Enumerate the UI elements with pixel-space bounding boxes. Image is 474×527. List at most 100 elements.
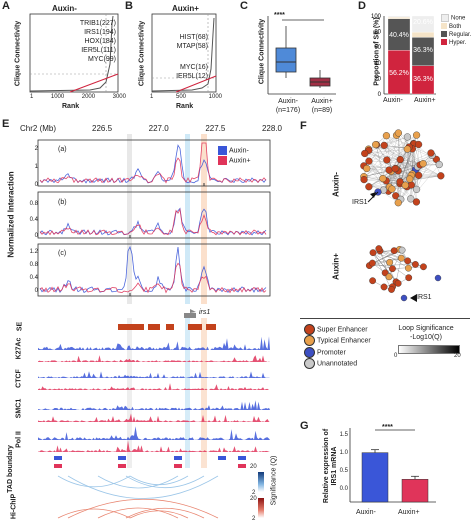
- network-node: [381, 284, 387, 290]
- se-block: [148, 324, 160, 330]
- network-node: [389, 265, 395, 271]
- panel-b-letter: B: [125, 0, 133, 12]
- signal-track: [38, 355, 270, 362]
- ytick: 0.4: [22, 272, 38, 285]
- swatch-regular-icon: [441, 31, 447, 37]
- irs1-node-label-b: IRS1: [416, 294, 432, 301]
- loop-significance: Loop Significance -Log10(Q): [386, 324, 466, 342]
- network-node: [406, 176, 413, 183]
- network-node: [386, 259, 392, 265]
- network-node: [415, 141, 422, 148]
- legend-regular: Regular.: [441, 31, 471, 39]
- se-block: [188, 324, 202, 330]
- panel-a-xlabel: Rank: [62, 103, 79, 110]
- network-node: [413, 199, 420, 206]
- network-node: [372, 141, 379, 148]
- panel-f-legend-divider: [300, 318, 470, 319]
- network-node: [395, 280, 401, 286]
- signal-track: [38, 440, 270, 452]
- network-node: [413, 186, 420, 193]
- xlabel: Auxin+: [304, 97, 340, 106]
- coord: 228.0: [262, 124, 282, 133]
- se-block: [118, 324, 144, 330]
- panel-e-ylabel: Normalized Interaction: [7, 160, 16, 270]
- network-node: [361, 176, 368, 183]
- panel-c-x2: Auxin+ (n=89): [304, 97, 340, 115]
- panel-c-letter: C: [240, 0, 248, 12]
- legend-none: None: [441, 14, 471, 23]
- legend-label: Hyper.: [449, 40, 466, 46]
- node-unannotated-icon: [304, 358, 315, 369]
- ytick: 1.0: [336, 444, 348, 462]
- profile-line-plus: [40, 263, 266, 292]
- panel-e-tracks: [38, 318, 270, 518]
- node-promoter-icon: [304, 347, 315, 358]
- loop-title: Loop Significance: [386, 324, 466, 333]
- network-node: [406, 274, 412, 280]
- tad-boundary: [54, 456, 62, 460]
- legend-label: Auxin+: [229, 158, 251, 165]
- panel-b-plot: [152, 14, 218, 94]
- network-node-promoter: [435, 275, 441, 281]
- hichip-arc-auxin-minus: [126, 476, 204, 488]
- network-node: [386, 274, 392, 280]
- network-node: [428, 150, 435, 157]
- loop-colorbar: [398, 345, 460, 354]
- panel-d-x2: Auxin+: [414, 97, 436, 104]
- network-node: [413, 132, 420, 139]
- xlabel: Auxin-: [270, 97, 306, 106]
- loop-tick-max: 20: [454, 353, 461, 359]
- network-node: [412, 261, 418, 267]
- profile-line-minus: [40, 208, 266, 235]
- network-node: [405, 265, 411, 271]
- panel-c-x1: Auxin- (n=176): [270, 97, 306, 115]
- xtick: 1000: [51, 94, 64, 100]
- tad-boundary: [238, 456, 246, 460]
- gene-label: MYC(99): [38, 55, 116, 64]
- ytick: 0.4: [22, 212, 38, 228]
- swatch-hyper-icon: [441, 39, 447, 45]
- panel-b-title: Auxin+: [172, 4, 199, 13]
- ytick: 80: [374, 30, 381, 36]
- signal-track: [38, 400, 270, 410]
- panel-b-ylabel: Clique Connectivity: [139, 14, 146, 94]
- network-node: [402, 182, 409, 189]
- network-node: [379, 175, 386, 182]
- legend-label: Promoter: [317, 349, 346, 356]
- legend-label: Both: [449, 24, 461, 30]
- sig-tick: 20: [250, 496, 257, 502]
- tad-boundary: [118, 464, 126, 468]
- legend-unannotated: Unannotated: [304, 358, 371, 369]
- panel-a-xticks: 1 1000 2000 3000: [30, 94, 126, 100]
- sub-a: (a): [58, 146, 67, 153]
- xtick: 500: [176, 94, 186, 100]
- panel-d-letter: D: [358, 0, 366, 12]
- panel-f-letter: F: [300, 120, 307, 132]
- ytick: 0: [22, 285, 38, 298]
- ytick: 60: [374, 45, 381, 51]
- sub-c: (c): [58, 250, 66, 257]
- ytick: 0.0: [336, 480, 348, 498]
- bar-value-label: 36.3%: [413, 76, 433, 83]
- panel-d-legend: None Both Regular. Hyper.: [441, 14, 471, 47]
- swatch-none-icon: [441, 14, 449, 22]
- n-label: (n=176): [270, 106, 306, 115]
- bar-value-label: 56.2%: [389, 70, 409, 77]
- panel-g-x2: Auxin+: [398, 509, 420, 516]
- ytick: 0.5: [336, 462, 348, 480]
- xtick: 1: [30, 94, 33, 100]
- ytick: 100: [371, 14, 382, 20]
- ytick: 0: [30, 176, 38, 194]
- tad-boundary: [218, 456, 226, 460]
- bar: [402, 479, 428, 502]
- panel-b-xlabel: Rank: [176, 103, 193, 110]
- sig-tick: 20: [250, 464, 257, 470]
- signal-track: [38, 426, 270, 440]
- hichip-arc-auxin-plus: [126, 508, 204, 518]
- bar-value-label: 36.3%: [413, 47, 433, 54]
- network-node: [398, 255, 404, 261]
- legend-label: Unannotated: [317, 360, 357, 367]
- coord: 226.5: [92, 124, 112, 133]
